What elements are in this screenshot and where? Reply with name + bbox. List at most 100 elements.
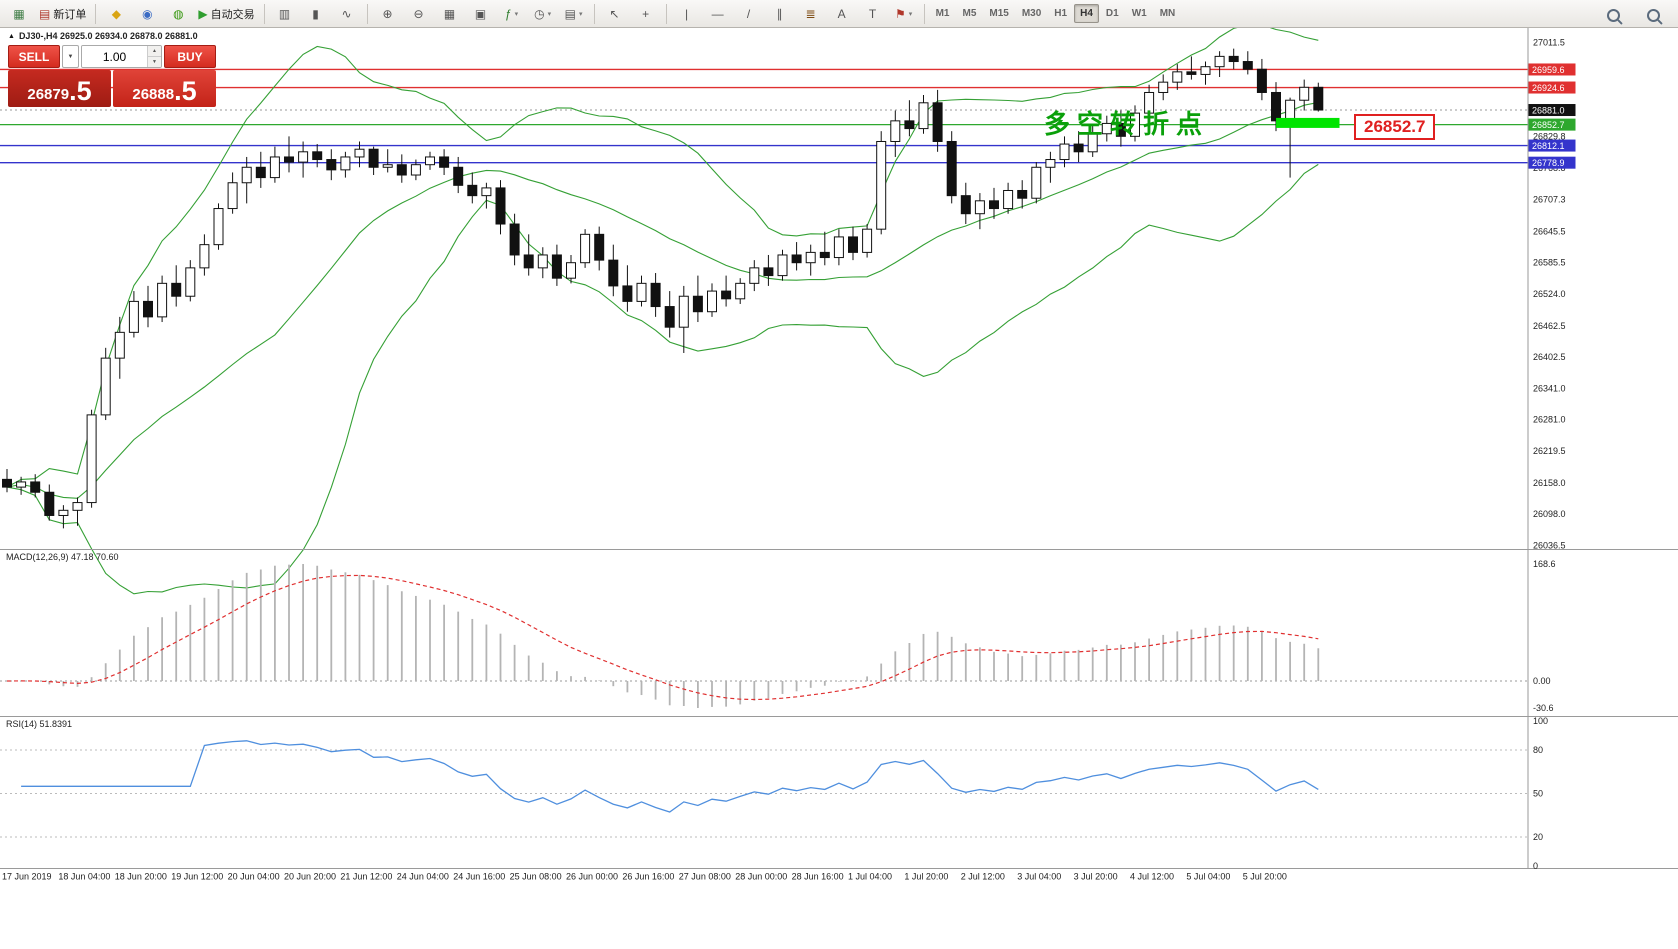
- market-watch-icon[interactable]: ◆: [101, 2, 131, 26]
- zoom-out-icon: ⊖: [413, 6, 424, 21]
- rsi-axis-tick: 0: [1533, 861, 1538, 871]
- buy-button[interactable]: BUY: [164, 45, 216, 68]
- time-axis-label: 17 Jun 2019: [2, 872, 52, 882]
- volume-field: ▲ ▼: [81, 45, 162, 68]
- time-axis-label: 3 Jul 20:00: [1074, 872, 1118, 882]
- trendline-icon[interactable]: /: [734, 2, 764, 26]
- label-icon[interactable]: T: [858, 2, 888, 26]
- toolbar-separator: [263, 3, 265, 24]
- price-axis-tick: 26219.5: [1533, 446, 1566, 456]
- sell-price-display[interactable]: 26879.5: [8, 70, 111, 107]
- crosshair-icon: +: [642, 6, 650, 21]
- navigator-icon: ◍: [173, 6, 184, 21]
- timeframe-h4[interactable]: H4: [1074, 4, 1099, 23]
- time-axis-label: 26 Jun 00:00: [566, 872, 618, 882]
- dropdown-arrow-icon: ▾: [547, 10, 552, 18]
- timeframe-m15[interactable]: M15: [989, 8, 1009, 19]
- volume-down-button[interactable]: ▼: [148, 57, 161, 67]
- sell-button[interactable]: SELL: [8, 45, 60, 68]
- text-icon[interactable]: A: [827, 2, 857, 26]
- collapse-panel-icon[interactable]: ▲: [8, 32, 15, 40]
- price-axis-tick: 26402.5: [1533, 352, 1566, 362]
- price-line-label: 26959.6: [1532, 65, 1565, 75]
- timeframe-m30[interactable]: M30: [1021, 8, 1042, 19]
- cursor-icon[interactable]: ↖: [600, 2, 630, 26]
- periods-icon[interactable]: ◷ ▾: [528, 2, 558, 26]
- vertical-line-icon[interactable]: |: [672, 2, 702, 26]
- arrows-icon[interactable]: ⚑ ▾: [889, 2, 919, 26]
- chart-annotation-text[interactable]: 多空转折点: [1044, 109, 1210, 139]
- time-axis-label: 20 Jun 04:00: [228, 872, 280, 882]
- price-callout-label[interactable]: 26852.7: [1354, 114, 1436, 140]
- price-line-label: 26924.6: [1532, 83, 1565, 93]
- tile-windows-icon[interactable]: ▦: [435, 2, 465, 26]
- timeframe-mn[interactable]: MN: [1159, 8, 1176, 19]
- time-axis-label: 19 Jun 12:00: [171, 872, 223, 882]
- volume-input[interactable]: [82, 46, 147, 67]
- timeframe-w1[interactable]: W1: [1131, 8, 1147, 19]
- zoom-in-icon: ⊕: [382, 6, 393, 21]
- arrange-windows-icon[interactable]: ▣: [466, 2, 496, 26]
- toolbar-separator: [665, 3, 667, 24]
- time-axis-label: 1 Jul 04:00: [848, 872, 892, 882]
- templates-icon[interactable]: ▤ ▾: [559, 2, 589, 26]
- new-order-button[interactable]: ▤ 新订单: [35, 2, 90, 26]
- price-axis-tick: 26098.0: [1533, 509, 1566, 519]
- time-axis-label: 20 Jun 20:00: [284, 872, 336, 882]
- symbol-header: ▲ DJ30-,H4 26925.0 26934.0 26878.0 26881…: [8, 31, 198, 41]
- zoom-in-icon[interactable]: ⊕: [373, 2, 403, 26]
- search-icon-button[interactable]: [1598, 3, 1628, 27]
- chart-canvas[interactable]: 27011.526829.826768.826707.326645.526585…: [0, 28, 1678, 890]
- chart-window-icon: ▦: [13, 6, 25, 21]
- channel-icon[interactable]: ∥: [765, 2, 795, 26]
- symbol-search-icon: [1646, 8, 1660, 22]
- time-axis-label: 2 Jul 12:00: [961, 872, 1005, 882]
- autotrading-icon: ▶: [198, 6, 208, 21]
- periods-icon: ◷: [534, 6, 545, 21]
- label-icon: T: [868, 6, 877, 21]
- line-chart-icon: ∿: [341, 6, 352, 21]
- data-window-icon: ◉: [142, 6, 153, 21]
- time-axis-label: 28 Jun 16:00: [792, 872, 844, 882]
- price-axis-tick: 26645.5: [1533, 226, 1566, 236]
- zoom-out-icon[interactable]: ⊖: [404, 2, 434, 26]
- macd-axis-tick: -30.6: [1533, 703, 1554, 713]
- rsi-axis-tick: 50: [1533, 789, 1543, 799]
- time-axis-label: 1 Jul 20:00: [904, 872, 948, 882]
- crosshair-icon[interactable]: +: [631, 2, 661, 26]
- buy-price-display[interactable]: 26888.5: [113, 70, 216, 107]
- navigator-icon[interactable]: ◍: [163, 2, 193, 26]
- line-chart-icon[interactable]: ∿: [332, 2, 362, 26]
- order-type-dropdown[interactable]: ▼: [62, 45, 79, 68]
- timeframe-d1[interactable]: D1: [1105, 8, 1119, 19]
- timeframe-m5[interactable]: M5: [962, 8, 977, 19]
- buy-price-main: 26888: [132, 86, 175, 104]
- rsi-indicator-label: RSI(14) 51.8391: [6, 719, 73, 729]
- autotrading-button[interactable]: ▶ 自动交易: [194, 2, 258, 26]
- horizontal-line-icon[interactable]: —: [703, 2, 733, 26]
- chart-window-icon[interactable]: ▦: [4, 2, 34, 26]
- bar-chart-icon[interactable]: ▥: [270, 2, 300, 26]
- timeframe-h1[interactable]: H1: [1054, 8, 1068, 19]
- macd-indicator-label: MACD(12,26,9) 47.18 70.60: [6, 552, 119, 562]
- time-axis-label: 24 Jun 04:00: [397, 872, 449, 882]
- price-line-label: 26778.9: [1532, 158, 1565, 168]
- toolbar: ▦ ▤ 新订单 ◆ ◉ ◍ ▶ 自动交易 ▥ ▮ ∿ ⊕ ⊖ ▦ ▣ ƒ ▾ ◷ ▾ ▤ ▾ ↖ + | — / ∥ ≣ A T ⚑ ▾ M1 M…: [0, 0, 1678, 28]
- one-click-trade-panel: SELL ▼ ▲ ▼ BUY 26879.5 26888.5: [8, 45, 216, 107]
- timeframe-m1[interactable]: M1: [935, 8, 950, 19]
- candlestick-chart-icon[interactable]: ▮: [301, 2, 331, 26]
- volume-up-button[interactable]: ▲: [148, 46, 161, 57]
- rsi-axis-tick: 80: [1533, 745, 1543, 755]
- toolbar-separator: [95, 3, 97, 24]
- indicators-icon[interactable]: ƒ ▾: [497, 2, 527, 26]
- indicators-icon: ƒ: [504, 6, 512, 21]
- fibonacci-icon[interactable]: ≣: [796, 2, 826, 26]
- time-axis-label: 26 Jun 16:00: [622, 872, 674, 882]
- dropdown-arrow-icon: ▾: [908, 10, 913, 18]
- time-axis-label: 21 Jun 12:00: [340, 872, 392, 882]
- symbol-search-icon-button[interactable]: [1638, 3, 1668, 27]
- price-axis-tick: 26281.0: [1533, 415, 1566, 425]
- data-window-icon[interactable]: ◉: [132, 2, 162, 26]
- new-order-button-label: 新订单: [53, 8, 87, 21]
- price-axis-tick: 26524.0: [1533, 289, 1566, 299]
